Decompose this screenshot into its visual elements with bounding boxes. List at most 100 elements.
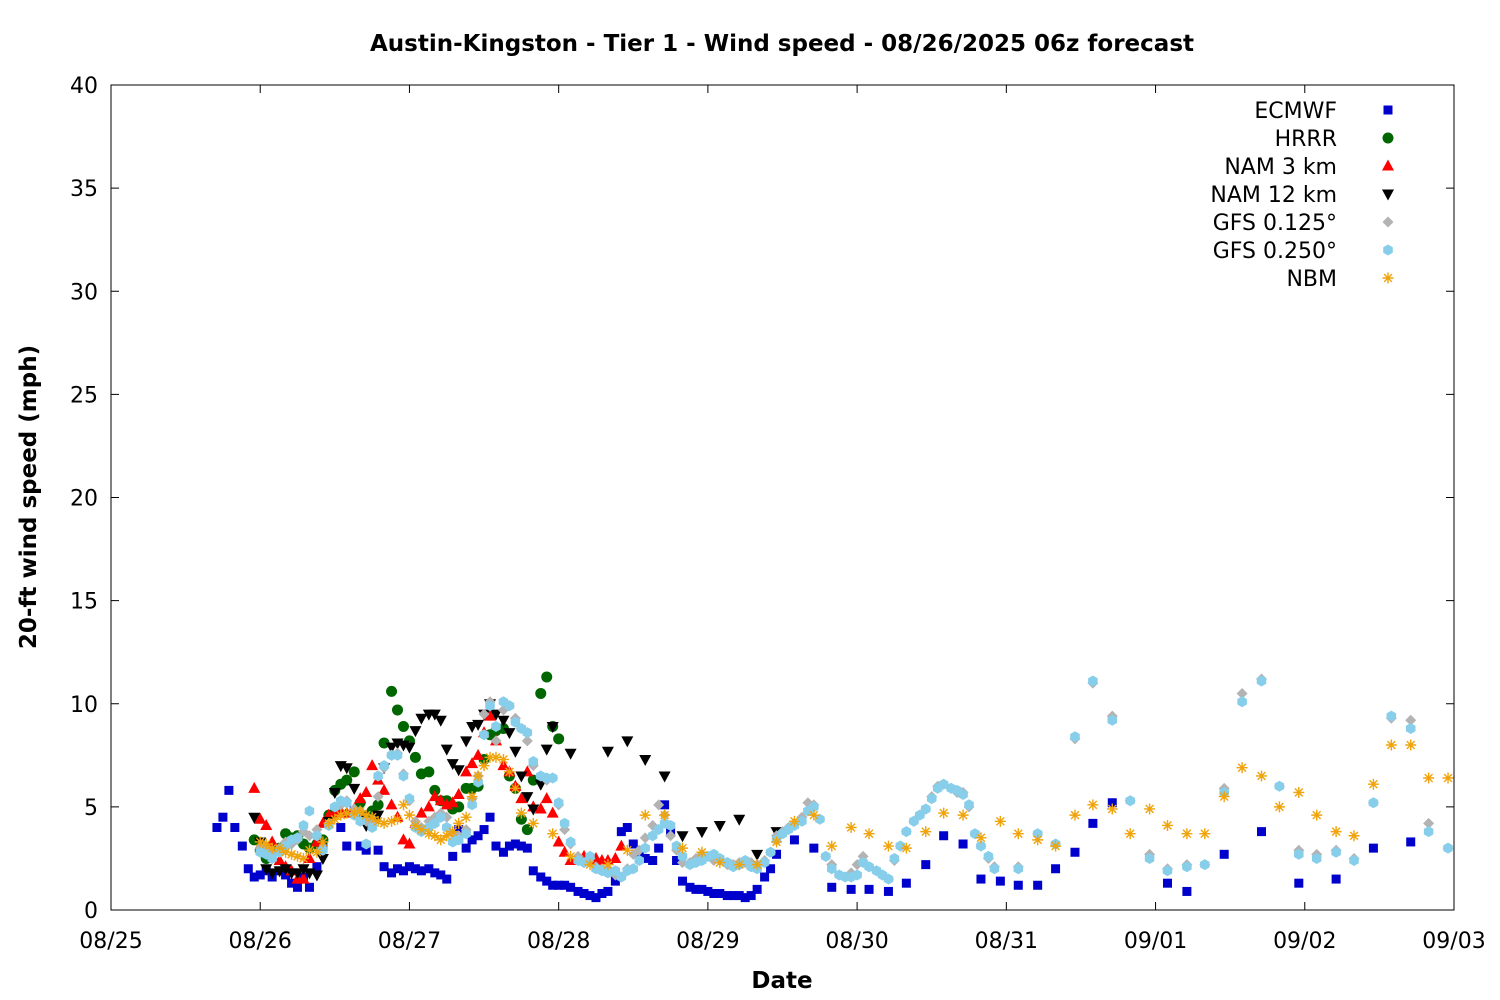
data-point-nbm — [280, 846, 292, 858]
series-5 — [255, 675, 1453, 885]
data-point-ecmwf — [585, 891, 595, 901]
data-point-nam-3-km — [422, 800, 435, 812]
data-point-ecmwf — [1070, 847, 1080, 857]
data-point-gfs-0-250 — [453, 834, 464, 846]
data-point-nbm — [900, 842, 912, 854]
data-point-hrrr — [378, 737, 390, 749]
data-point-gfs-0-250 — [491, 720, 501, 732]
data-point-ecmwf — [691, 884, 701, 894]
data-point-gfs-0-250 — [1311, 852, 1322, 864]
data-point-nam-3-km — [460, 765, 473, 777]
data-point-ecmwf — [640, 853, 650, 863]
data-point-nbm — [297, 852, 309, 864]
data-point-gfs-0-250 — [665, 819, 676, 831]
data-point-gfs-0-250 — [1256, 675, 1267, 687]
data-point-hrrr — [372, 799, 384, 811]
data-point-nbm — [1199, 828, 1211, 840]
data-point-gfs-0-250 — [826, 863, 837, 875]
x-tick-label: 08/25 — [79, 929, 142, 954]
data-point-nbm — [565, 850, 577, 862]
legend-label: NBM — [1286, 267, 1337, 292]
x-tick-label: 08/29 — [676, 929, 739, 954]
data-point-gfs-0-250 — [976, 840, 986, 852]
data-point-gfs-0-125 — [665, 830, 677, 842]
data-point-ecmwf — [622, 823, 632, 832]
data-point-gfs-0-125 — [1423, 817, 1435, 829]
legend-marker — [1382, 216, 1394, 228]
data-point-ecmwf — [597, 889, 607, 898]
data-point-nbm — [266, 842, 278, 854]
data-point-nbm — [1311, 809, 1323, 821]
data-point-ecmwf — [1088, 818, 1098, 828]
data-point-hrrr — [535, 687, 547, 699]
data-point-gfs-0-250 — [970, 828, 980, 840]
data-point-ecmwf — [498, 847, 508, 857]
data-point-nbm — [882, 840, 894, 852]
data-point-nam-12-km — [527, 804, 540, 816]
data-point-gfs-0-250 — [479, 729, 489, 741]
data-point-ecmwf — [722, 891, 732, 901]
data-point-ecmwf — [901, 878, 911, 888]
data-point-gfs-0-125 — [478, 708, 490, 720]
data-point-nam-3-km — [452, 788, 465, 799]
data-point-nbm — [303, 844, 315, 856]
chart-title: Austin-Kingston - Tier 1 - Wind speed - … — [370, 31, 1194, 57]
data-point-nam-12-km — [310, 870, 323, 882]
data-point-nbm — [1405, 739, 1417, 751]
data-point-ecmwf — [976, 874, 986, 884]
data-point-gfs-0-250 — [473, 776, 483, 788]
data-point-gfs-0-250 — [522, 727, 533, 739]
data-point-ecmwf — [1294, 878, 1304, 888]
data-point-ecmwf — [766, 864, 776, 874]
y-axis: 0 5 10 15 20 25 30 35 40 — [70, 74, 1454, 924]
y-tick-label: 40 — [70, 74, 98, 99]
legend-label: GFS 0.125° — [1213, 211, 1337, 236]
data-point-nbm — [1236, 762, 1248, 774]
data-point-nbm — [677, 842, 689, 854]
y-tick-label: 5 — [84, 796, 98, 821]
legend: ECMWF HRRR NAM 3 km NAM 12 km GFS 0.125° GFS … — [1210, 99, 1394, 292]
legend-marker — [1383, 105, 1393, 115]
x-axis: 08/25 08/26 08/27 08/28 08/29 08/30 08/31 09/01… — [79, 85, 1486, 954]
data-point-gfs-0-250 — [983, 850, 994, 862]
data-point-gfs-0-250 — [292, 832, 303, 844]
data-point-ecmwf — [485, 812, 495, 822]
legend-label: HRRR — [1275, 127, 1337, 152]
data-point-nam-3-km — [434, 794, 447, 806]
data-point-ecmwf — [566, 882, 576, 892]
data-point-nbm — [1161, 819, 1173, 831]
data-point-nbm — [329, 813, 341, 825]
data-point-ecmwf — [473, 831, 483, 841]
data-point-hrrr — [397, 720, 409, 732]
data-point-ecmwf — [709, 889, 719, 898]
data-point-nam-12-km — [348, 783, 361, 795]
data-point-gfs-0-250 — [565, 836, 576, 848]
data-point-nam-12-km — [515, 771, 528, 783]
data-point-nam-12-km — [472, 719, 485, 731]
data-point-gfs-0-250 — [467, 799, 477, 811]
series-6 — [254, 739, 1454, 871]
data-point-gfs-0-250 — [441, 822, 452, 833]
y-axis-label: 20-ft wind speed (mph) — [16, 345, 42, 649]
data-point-nam-3-km — [378, 783, 391, 795]
data-point-gfs-0-250 — [559, 817, 570, 829]
data-point-nam-12-km — [279, 864, 292, 876]
data-point-ecmwf — [430, 868, 440, 878]
data-point-nbm — [415, 824, 427, 836]
data-point-nbm — [602, 859, 614, 871]
data-point-gfs-0-250 — [677, 850, 688, 862]
data-point-nam-12-km — [733, 814, 746, 826]
data-point-nam-12-km — [751, 849, 764, 861]
data-point-nam-3-km — [403, 837, 416, 849]
data-point-ecmwf — [230, 823, 240, 832]
data-point-ecmwf — [654, 843, 664, 853]
data-point-nam-3-km — [385, 798, 398, 810]
data-point-ecmwf — [734, 891, 744, 901]
data-point-nam-12-km — [415, 713, 428, 725]
data-point-ecmwf — [846, 884, 856, 894]
data-point-gfs-0-250 — [1200, 859, 1210, 871]
data-point-nbm — [621, 844, 633, 856]
data-point-ecmwf — [516, 841, 526, 851]
data-point-ecmwf — [685, 882, 695, 892]
data-point-ecmwf — [243, 864, 253, 874]
